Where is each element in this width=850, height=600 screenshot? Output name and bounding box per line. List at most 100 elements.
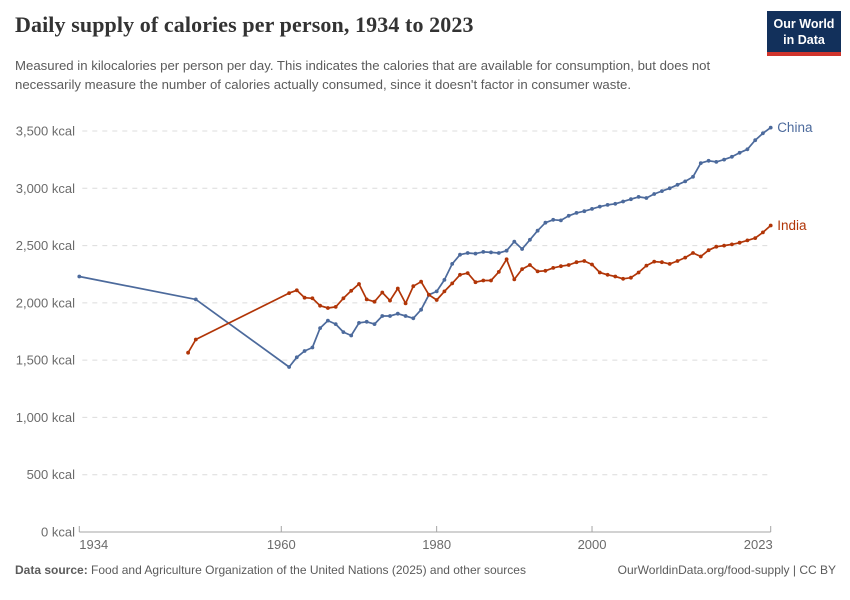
owid-logo[interactable]: Our World in Data (767, 11, 841, 56)
india-data-point[interactable] (636, 270, 641, 275)
india-data-point[interactable] (737, 240, 742, 245)
china-data-point[interactable] (349, 333, 354, 338)
china-data-point[interactable] (395, 311, 400, 316)
india-data-point[interactable] (559, 264, 563, 269)
india-data-point[interactable] (698, 254, 703, 259)
china-data-point[interactable] (737, 150, 742, 155)
india-data-point[interactable] (629, 275, 633, 280)
china-data-point[interactable] (419, 307, 423, 312)
india-data-point[interactable] (590, 262, 594, 267)
india-data-point[interactable] (357, 282, 361, 286)
china-data-point[interactable] (326, 318, 330, 323)
india-data-point[interactable] (481, 278, 486, 283)
india-data-point[interactable] (528, 263, 532, 267)
india-data-point[interactable] (318, 303, 322, 308)
india-data-point[interactable] (186, 350, 191, 355)
china-data-point[interactable] (341, 330, 346, 334)
footer-citation-link[interactable]: OurWorldinData.org/food-supply | CC BY (617, 563, 836, 577)
china-data-point[interactable] (403, 314, 408, 318)
china-data-point[interactable] (574, 211, 579, 215)
india-data-point[interactable] (333, 305, 338, 309)
china-data-point[interactable] (520, 247, 524, 251)
china-data-point[interactable] (745, 147, 750, 152)
china-data-point[interactable] (450, 262, 455, 266)
india-data-point[interactable] (644, 263, 649, 268)
china-data-point[interactable] (683, 179, 688, 184)
india-data-point[interactable] (411, 284, 416, 289)
china-data-point[interactable] (411, 316, 416, 321)
china-series-label[interactable]: China (777, 120, 813, 135)
china-data-point[interactable] (543, 220, 548, 225)
china-data-point[interactable] (605, 203, 610, 207)
india-data-point[interactable] (349, 288, 354, 293)
india-data-point[interactable] (364, 297, 369, 302)
china-data-point[interactable] (691, 174, 695, 179)
china-data-point[interactable] (706, 158, 711, 163)
india-data-point[interactable] (566, 263, 571, 267)
china-data-point[interactable] (434, 289, 439, 294)
india-data-point[interactable] (419, 279, 423, 284)
china-data-point[interactable] (294, 355, 299, 360)
china-data-point[interactable] (465, 251, 470, 255)
china-data-point[interactable] (644, 196, 649, 200)
china-data-point[interactable] (566, 213, 571, 218)
india-data-point[interactable] (287, 291, 291, 295)
china-data-point[interactable] (730, 154, 734, 159)
india-data-point[interactable] (504, 257, 509, 262)
india-data-point[interactable] (667, 262, 672, 266)
china-data-point[interactable] (722, 157, 726, 162)
india-data-point[interactable] (442, 289, 447, 294)
india-data-point[interactable] (294, 288, 299, 293)
china-data-point[interactable] (660, 189, 664, 194)
china-data-point[interactable] (77, 274, 82, 279)
india-data-point[interactable] (768, 223, 773, 228)
china-data-point[interactable] (582, 209, 587, 214)
india-data-point[interactable] (660, 260, 664, 265)
china-data-point[interactable] (496, 251, 501, 255)
india-data-point[interactable] (621, 276, 625, 281)
china-data-point[interactable] (761, 131, 765, 136)
india-data-point[interactable] (380, 290, 385, 295)
china-data-point[interactable] (629, 197, 633, 202)
china-data-point[interactable] (504, 248, 509, 253)
india-data-point[interactable] (427, 292, 431, 297)
india-data-point[interactable] (691, 251, 695, 255)
india-data-point[interactable] (450, 281, 455, 286)
china-data-point[interactable] (310, 345, 315, 350)
india-data-point[interactable] (403, 301, 408, 306)
india-data-point[interactable] (753, 236, 758, 241)
china-data-point[interactable] (473, 251, 478, 256)
india-data-point[interactable] (465, 271, 470, 275)
china-data-point[interactable] (489, 250, 493, 255)
india-data-point[interactable] (512, 277, 517, 282)
data-source-text[interactable]: Food and Agriculture Organization of the… (87, 563, 526, 577)
india-data-point[interactable] (543, 268, 548, 273)
india-data-point[interactable] (473, 280, 478, 285)
china-data-point[interactable] (442, 278, 447, 282)
india-data-point[interactable] (326, 306, 330, 310)
india-data-point[interactable] (683, 255, 688, 260)
india-data-point[interactable] (310, 296, 315, 301)
china-data-point[interactable] (714, 160, 719, 164)
china-data-point[interactable] (512, 239, 517, 244)
china-data-point[interactable] (636, 195, 641, 199)
china-data-point[interactable] (613, 201, 618, 206)
china-data-point[interactable] (768, 125, 773, 130)
india-data-point[interactable] (574, 260, 579, 265)
china-data-point[interactable] (559, 218, 563, 223)
india-data-point[interactable] (535, 269, 540, 274)
india-data-point[interactable] (520, 267, 524, 271)
india-data-point[interactable] (458, 272, 462, 277)
china-data-point[interactable] (357, 321, 361, 325)
china-data-point[interactable] (481, 250, 486, 254)
india-data-point[interactable] (582, 259, 587, 263)
india-data-point[interactable] (714, 244, 719, 249)
china-data-point[interactable] (287, 365, 291, 369)
china-data-point[interactable] (652, 192, 657, 196)
india-data-point[interactable] (675, 259, 680, 263)
india-data-point[interactable] (652, 259, 657, 264)
india-data-point[interactable] (496, 270, 501, 274)
china-data-point[interactable] (364, 319, 369, 324)
china-data-point[interactable] (302, 349, 307, 353)
china-data-point[interactable] (698, 161, 703, 166)
